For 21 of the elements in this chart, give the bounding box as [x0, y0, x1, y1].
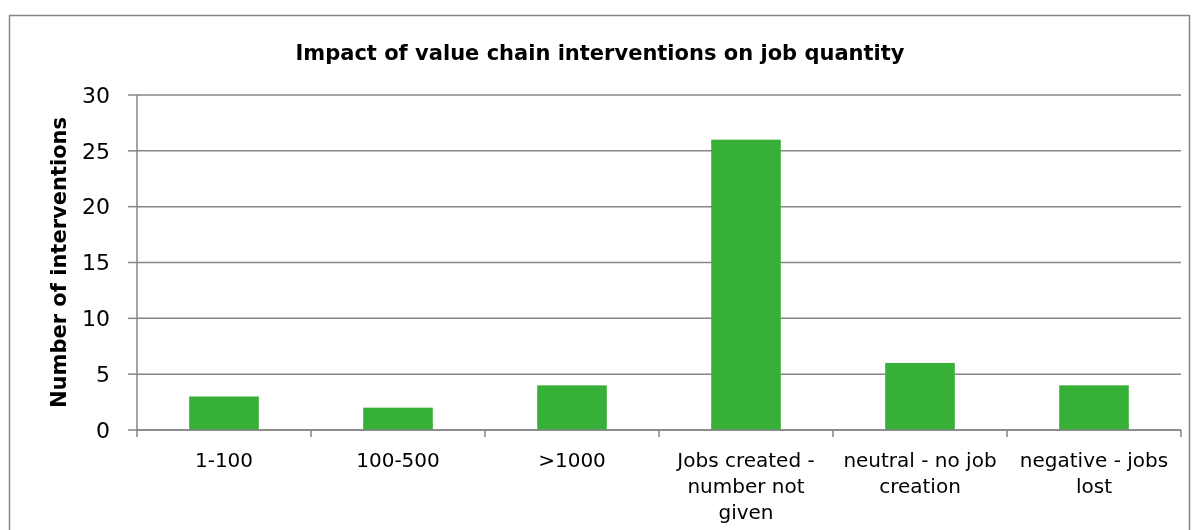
bar — [1059, 385, 1129, 430]
y-tick-label: 5 — [96, 361, 110, 387]
x-tick-label: neutral - no job creation — [843, 448, 997, 498]
x-tick-label: Jobs created - number not given — [675, 448, 815, 524]
y-axis-title: Number of interventions — [47, 116, 71, 409]
bar — [711, 139, 781, 430]
bar — [189, 396, 259, 430]
y-tick-label: 20 — [82, 194, 110, 220]
y-tick-label: 25 — [82, 138, 110, 164]
y-tick-label: 10 — [82, 306, 110, 332]
y-tick-label: 0 — [96, 417, 110, 443]
x-tick-label: 100-500 — [356, 448, 440, 472]
bar — [363, 407, 433, 430]
chart-title: Impact of value chain interventions on job quantity — [295, 41, 905, 65]
x-tick-label: negative - jobs lost — [1019, 448, 1169, 498]
bar — [537, 385, 607, 430]
y-tick-label: 15 — [82, 250, 110, 276]
x-tick-label: 1-100 — [194, 448, 254, 472]
y-tick-label: 30 — [82, 82, 110, 108]
x-tick-label: >1000 — [538, 448, 606, 472]
bar — [885, 363, 955, 430]
